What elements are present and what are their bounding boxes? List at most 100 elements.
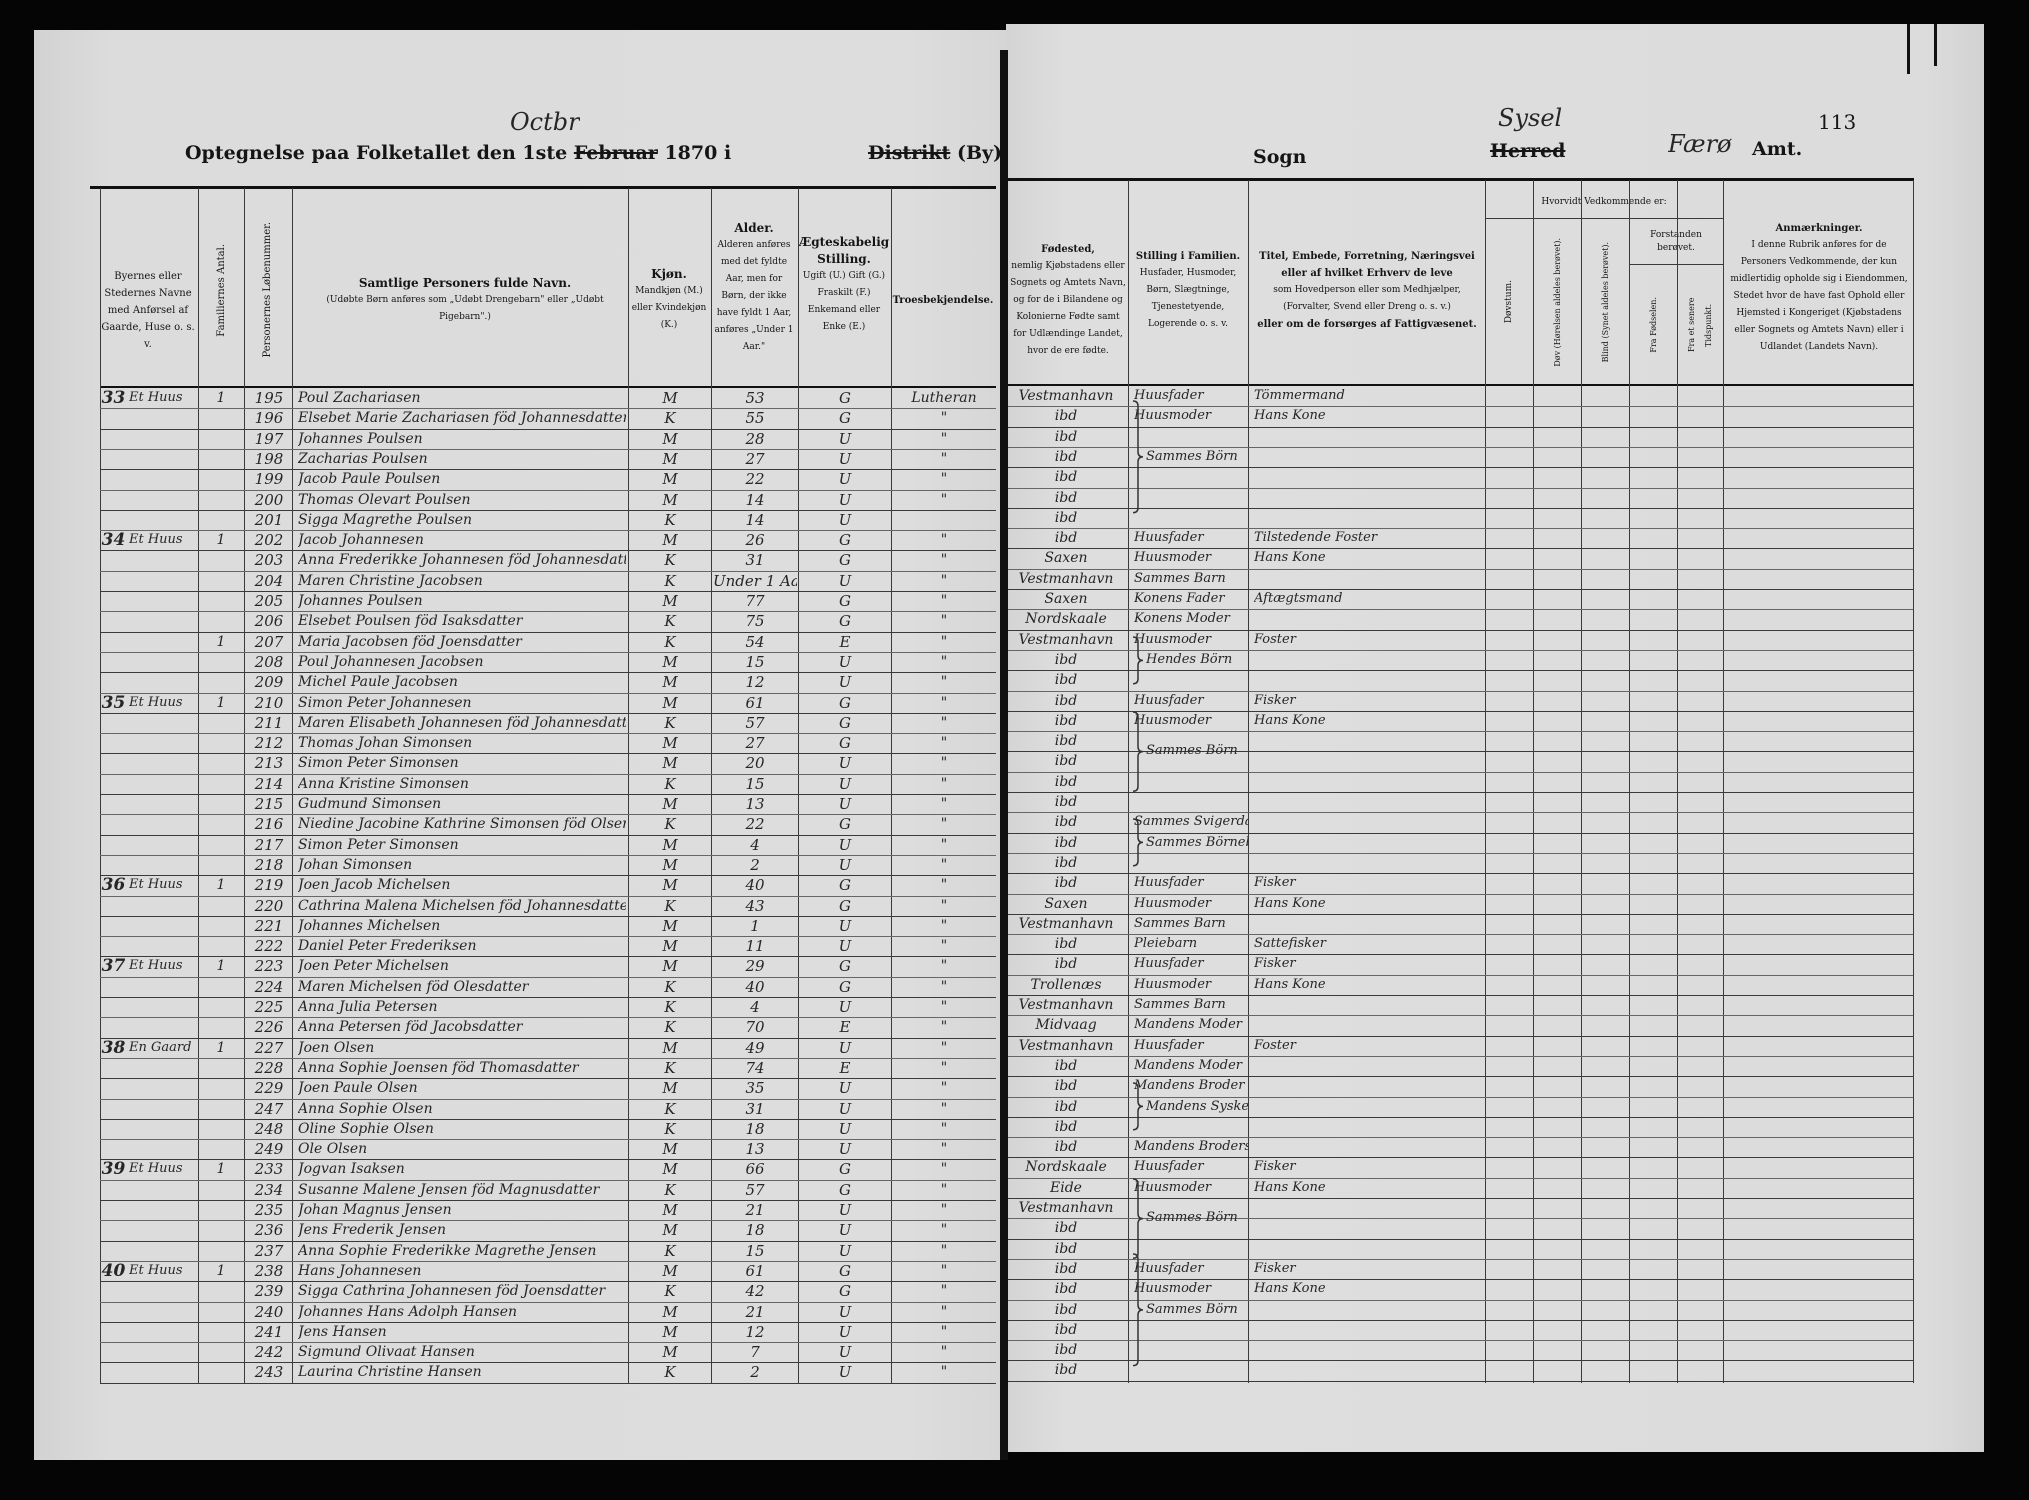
marital-status: U: [838, 1201, 852, 1219]
family-count: 1: [216, 1262, 226, 1279]
col-header-age: Alder. Alderen anføres med det fyldte Aa…: [712, 195, 796, 380]
col-header-family-position: Stilling i Familien. Husfader, Husmoder,…: [1130, 230, 1246, 350]
column-divider: [1485, 180, 1486, 1383]
religion: ": [940, 430, 948, 447]
family-position: Hendes Börn: [1146, 651, 1233, 667]
age: 18: [745, 1221, 765, 1240]
row-rule: [100, 1260, 996, 1262]
sex: K: [664, 632, 676, 651]
person-number: 207: [254, 632, 284, 651]
birthplace: Vestmanhavn: [1018, 570, 1114, 587]
col-header-deaf-mute-text: Døvstum.: [1503, 280, 1514, 324]
col-header-name-title: Samtlige Personers fulde Navn.: [358, 275, 572, 290]
age: 13: [745, 795, 765, 813]
age: 21: [745, 1201, 765, 1219]
religion: ": [940, 633, 948, 650]
person-name: Anna Sophie Frederikke Magrethe Jensen: [298, 1242, 597, 1259]
person-name: Thomas Olevart Poulsen: [298, 491, 471, 508]
age: 4: [750, 998, 760, 1016]
marital-status: U: [838, 835, 852, 854]
religion: ": [940, 653, 948, 670]
row-rule: [1008, 1279, 1913, 1281]
person-name: Gudmund Simonsen: [298, 796, 442, 812]
marital-status: U: [838, 1038, 852, 1057]
col-header-blind: Blind (Synet aldeles berøvet).: [1582, 222, 1628, 382]
family-position: Huusmoder: [1134, 1179, 1212, 1195]
birthplace: ibd: [1054, 1281, 1078, 1298]
row-rule: [1008, 873, 1913, 875]
header-top-rule-left: [90, 186, 996, 189]
marital-status: U: [838, 673, 852, 692]
family-position: Sammes Börn: [1146, 1210, 1238, 1226]
marital-status: U: [838, 1322, 852, 1341]
age: 11: [745, 937, 765, 956]
person-name: Johannes Poulsen: [298, 593, 423, 609]
religion: ": [940, 999, 948, 1015]
col-header-sex-note: Mandkjøn (M.) eller Kvindekjøn (K.): [631, 286, 707, 330]
birthplace: ibd: [1054, 489, 1078, 506]
brace-mark: [1132, 1082, 1144, 1131]
religion: ": [940, 1222, 948, 1239]
person-name: Jogvan Isaksen: [298, 1161, 405, 1178]
row-rule: [100, 570, 996, 572]
right-page: [1006, 24, 1984, 1452]
marital-status: U: [838, 1363, 852, 1382]
row-rule: [1008, 1319, 1913, 1321]
person-number: 214: [254, 774, 284, 793]
col-header-blind-text: Blind (Synet aldeles berøvet).: [1600, 241, 1610, 363]
person-number: 237: [254, 1241, 284, 1260]
birthplace: ibd: [1054, 1098, 1078, 1115]
dwelling-number: 35: [101, 692, 126, 713]
sex: M: [662, 1343, 678, 1362]
sex: K: [664, 551, 676, 570]
sex: M: [662, 592, 678, 610]
dwelling-type: Et Huus: [129, 694, 183, 710]
row-rule: [1008, 670, 1913, 672]
person-number: 235: [254, 1201, 284, 1219]
person-name: Michel Paule Jacobsen: [298, 674, 458, 691]
age: 53: [745, 389, 765, 407]
family-position: Huusmoder: [1134, 712, 1212, 728]
family-position: Mandens Moder: [1134, 1017, 1242, 1033]
row-rule: [1008, 1360, 1913, 1362]
age: Under 1 Aar: [713, 571, 797, 590]
age: 27: [745, 734, 765, 753]
person-name: Maren Michelsen föd Olesdatter: [298, 978, 529, 995]
marital-status: G: [839, 1282, 851, 1301]
family-position: Huusfader: [1134, 692, 1204, 708]
birthplace: Midvaag: [1035, 1017, 1097, 1034]
person-name: Maren Elisabeth Johannesen föd Johannesd…: [298, 714, 626, 731]
occupation: Hans Kone: [1254, 895, 1326, 911]
marital-status: U: [838, 1302, 852, 1321]
dwelling-number: 36: [101, 875, 126, 896]
marital-status: G: [839, 734, 851, 753]
family-position: Huusmoder: [1134, 976, 1212, 992]
marital-status: G: [839, 409, 851, 428]
religion: ": [940, 735, 948, 752]
page-edge-mark: [1934, 24, 1937, 66]
birthplace: Vestmanhavn: [1018, 1200, 1114, 1216]
sex: M: [662, 1038, 678, 1057]
row-rule: [1008, 974, 1913, 976]
marital-status: U: [838, 429, 852, 448]
birthplace: ibd: [1054, 1220, 1078, 1237]
dwelling-number: 39: [101, 1159, 126, 1180]
marital-status: U: [838, 1099, 852, 1118]
birthplace: ibd: [1054, 794, 1078, 810]
family-position: Sammes Börnebörn: [1146, 834, 1248, 850]
person-number: 204: [254, 571, 284, 590]
marital-status: U: [838, 510, 852, 529]
brace-mark: [1132, 818, 1144, 867]
person-number: 198: [254, 449, 284, 468]
birthplace: ibd: [1054, 1118, 1078, 1135]
person-number: 239: [254, 1282, 284, 1301]
age: 20: [745, 754, 765, 773]
row-rule: [100, 1220, 996, 1222]
age: 22: [745, 815, 765, 834]
person-name: Joen Paule Olsen: [298, 1080, 418, 1097]
birthplace: ibd: [1054, 408, 1078, 425]
person-number: 210: [254, 693, 284, 712]
family-position: Sammes Barn: [1134, 915, 1226, 931]
age: 15: [745, 652, 765, 671]
person-number: 242: [254, 1343, 284, 1362]
